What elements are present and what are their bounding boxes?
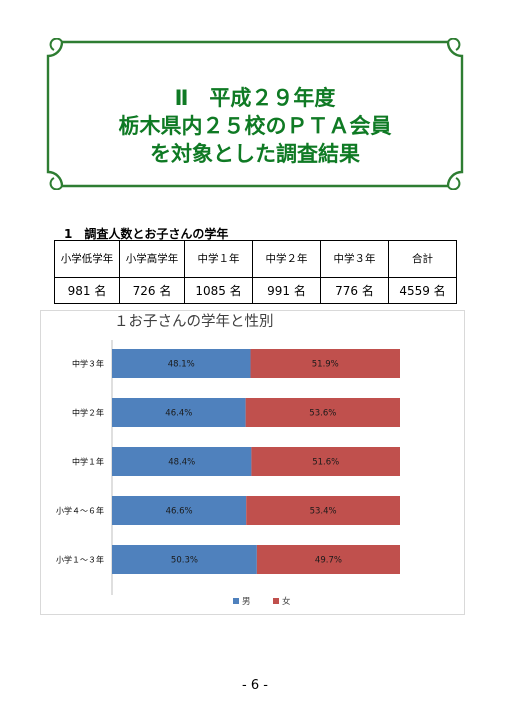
data-label: 51.9%: [312, 360, 339, 370]
chart-svg: 中学３年 48.1% 51.9% 中学２年 46.4% 53.6% 中学１年 48.4% 51.…: [40, 310, 465, 615]
table-cell: 991 名: [252, 277, 321, 304]
data-label: 49.7%: [315, 556, 342, 566]
legend-swatch: [273, 598, 279, 604]
category-label: 中学３年: [72, 359, 104, 369]
data-label: 50.3%: [171, 556, 198, 566]
data-label: 51.6%: [312, 458, 339, 468]
bar-segment: [112, 398, 246, 427]
data-label: 53.4%: [310, 507, 337, 517]
category-label: 中学１年: [72, 457, 104, 467]
data-label: 48.1%: [168, 360, 195, 370]
bar-segment: [250, 349, 400, 378]
category-label: 小学４～６年: [56, 506, 104, 516]
bar-segment: [245, 398, 400, 427]
table-header-cell: 中学２年: [252, 240, 321, 278]
table-row: 981 名 726 名 1085 名 991 名 776 名 4559 名: [54, 277, 457, 304]
chart-border: [40, 310, 465, 615]
count-table: 小学低学年 小学高学年 中学１年 中学２年 中学３年 合計 981 名 726 …: [54, 240, 457, 304]
section-heading: 1 調査人数とお子さんの学年: [64, 227, 229, 241]
table-header-cell: 中学１年: [184, 240, 253, 278]
title-line-3: を対象とした調査結果: [150, 142, 360, 166]
legend-label: 女: [282, 596, 291, 607]
scroll-border: [46, 38, 464, 190]
bar-segment: [112, 447, 252, 476]
title-line-2: 栃木県内２５校のＰＴＡ会員: [118, 114, 392, 138]
legend-swatch: [233, 598, 239, 604]
data-label: 48.4%: [168, 458, 195, 468]
table-cell: 4559 名: [388, 277, 457, 304]
table-cell: 726 名: [119, 277, 185, 304]
data-label: 53.6%: [309, 409, 336, 419]
bar-segment: [112, 349, 251, 378]
category-label: 中学２年: [72, 408, 104, 418]
table-header-cell: 小学低学年: [54, 240, 120, 278]
data-label: 46.4%: [165, 409, 192, 419]
page-title: Ⅱ 平成２９年度 栃木県内２５校のＰＴＡ会員 を対象とした調査結果: [44, 84, 466, 168]
chart: 中学３年 48.1% 51.9% 中学２年 46.4% 53.6% 中学１年 48.4% 51.…: [40, 310, 465, 615]
bar-segment: [112, 496, 247, 525]
table-cell: 1085 名: [184, 277, 253, 304]
bar-segment: [112, 545, 257, 574]
table-header-cell: 小学高学年: [119, 240, 185, 278]
bar-segment: [251, 447, 400, 476]
title-frame: Ⅱ 平成２９年度 栃木県内２５校のＰＴＡ会員 を対象とした調査結果: [44, 38, 466, 190]
table-header-row: 小学低学年 小学高学年 中学１年 中学２年 中学３年 合計: [54, 240, 457, 278]
bar-segment: [256, 545, 400, 574]
data-label: 46.6%: [166, 507, 193, 517]
title-line-1: Ⅱ 平成２９年度: [174, 86, 336, 110]
table-cell: 981 名: [54, 277, 120, 304]
bar-segment: [246, 496, 400, 525]
table-cell: 776 名: [320, 277, 389, 304]
table-header-cell: 中学３年: [320, 240, 389, 278]
chart-title: １お子さんの学年と性別: [114, 314, 274, 330]
table-header-cell: 合計: [388, 240, 457, 278]
legend-label: 男: [242, 597, 251, 607]
page-number: - 6 -: [242, 678, 268, 693]
category-label: 小学１～３年: [56, 555, 104, 565]
